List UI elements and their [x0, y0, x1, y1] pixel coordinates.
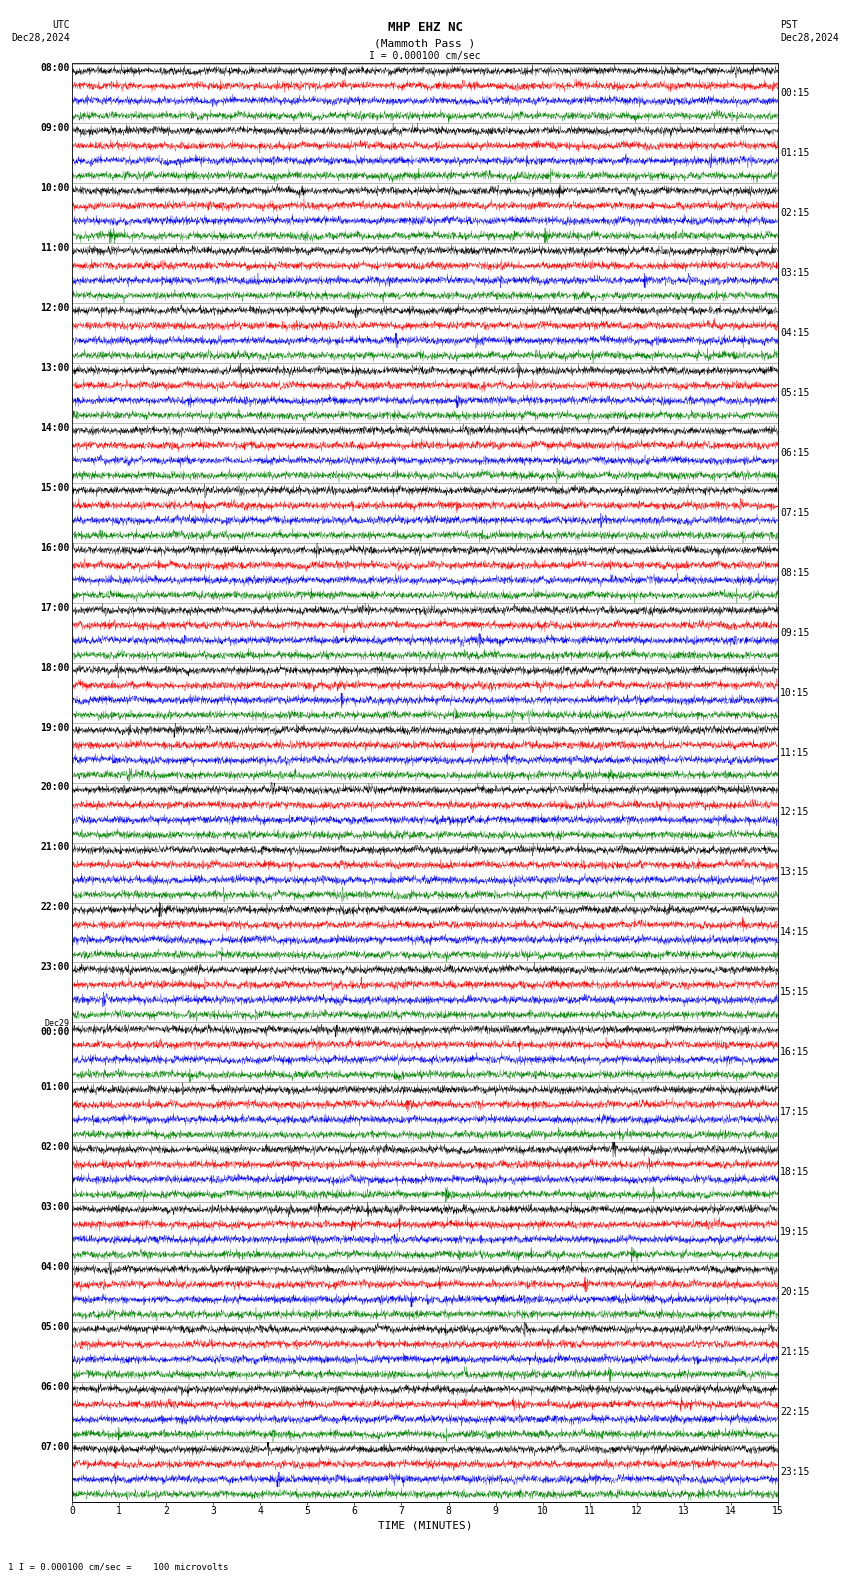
Text: 22:00: 22:00 [40, 903, 70, 912]
Text: 01:00: 01:00 [40, 1082, 70, 1091]
Text: 03:15: 03:15 [780, 268, 810, 279]
Text: 19:00: 19:00 [40, 722, 70, 732]
Text: 07:00: 07:00 [40, 1441, 70, 1451]
Text: 01:15: 01:15 [780, 149, 810, 158]
Text: 00:00: 00:00 [40, 1026, 70, 1038]
Text: 15:15: 15:15 [780, 987, 810, 998]
Text: 10:15: 10:15 [780, 687, 810, 697]
Text: 09:15: 09:15 [780, 627, 810, 638]
Text: I = 0.000100 cm/sec: I = 0.000100 cm/sec [369, 51, 481, 60]
Text: 23:00: 23:00 [40, 961, 70, 973]
Text: 10:00: 10:00 [40, 184, 70, 193]
Text: 07:15: 07:15 [780, 508, 810, 518]
Text: 06:00: 06:00 [40, 1381, 70, 1392]
Text: (Mammoth Pass ): (Mammoth Pass ) [374, 38, 476, 48]
Text: 17:15: 17:15 [780, 1107, 810, 1117]
Text: TIME (MINUTES): TIME (MINUTES) [377, 1521, 473, 1530]
Text: 06:15: 06:15 [780, 448, 810, 458]
Text: 03:00: 03:00 [40, 1202, 70, 1212]
Text: 16:00: 16:00 [40, 543, 70, 553]
Text: 22:15: 22:15 [780, 1407, 810, 1416]
Text: 12:15: 12:15 [780, 808, 810, 817]
Text: 04:15: 04:15 [780, 328, 810, 337]
Text: 17:00: 17:00 [40, 604, 70, 613]
Text: 20:15: 20:15 [780, 1286, 810, 1297]
Text: PST: PST [780, 21, 798, 30]
Text: 08:15: 08:15 [780, 567, 810, 578]
Text: 13:00: 13:00 [40, 363, 70, 372]
Text: Dec29: Dec29 [45, 1019, 70, 1028]
Text: 13:15: 13:15 [780, 868, 810, 878]
Text: 12:00: 12:00 [40, 303, 70, 314]
Text: Dec28,2024: Dec28,2024 [780, 33, 839, 43]
Text: 19:15: 19:15 [780, 1228, 810, 1237]
Text: 09:00: 09:00 [40, 124, 70, 133]
Text: Dec28,2024: Dec28,2024 [11, 33, 70, 43]
Text: 02:15: 02:15 [780, 208, 810, 219]
Text: 00:15: 00:15 [780, 89, 810, 98]
Text: 11:00: 11:00 [40, 242, 70, 253]
Text: 14:00: 14:00 [40, 423, 70, 432]
Text: 1 I = 0.000100 cm/sec =    100 microvolts: 1 I = 0.000100 cm/sec = 100 microvolts [8, 1562, 229, 1571]
Text: 21:15: 21:15 [780, 1346, 810, 1357]
Text: 18:00: 18:00 [40, 662, 70, 673]
Text: 05:15: 05:15 [780, 388, 810, 398]
Text: 18:15: 18:15 [780, 1167, 810, 1177]
Text: 04:00: 04:00 [40, 1262, 70, 1272]
Text: 14:15: 14:15 [780, 927, 810, 938]
Text: 11:15: 11:15 [780, 748, 810, 757]
Text: UTC: UTC [52, 21, 70, 30]
Text: MHP EHZ NC: MHP EHZ NC [388, 21, 462, 33]
Text: 05:00: 05:00 [40, 1321, 70, 1332]
Text: 21:00: 21:00 [40, 843, 70, 852]
Text: 20:00: 20:00 [40, 782, 70, 792]
Text: 08:00: 08:00 [40, 63, 70, 73]
Text: 23:15: 23:15 [780, 1467, 810, 1476]
Text: 16:15: 16:15 [780, 1047, 810, 1057]
Text: 02:00: 02:00 [40, 1142, 70, 1152]
Text: 15:00: 15:00 [40, 483, 70, 493]
